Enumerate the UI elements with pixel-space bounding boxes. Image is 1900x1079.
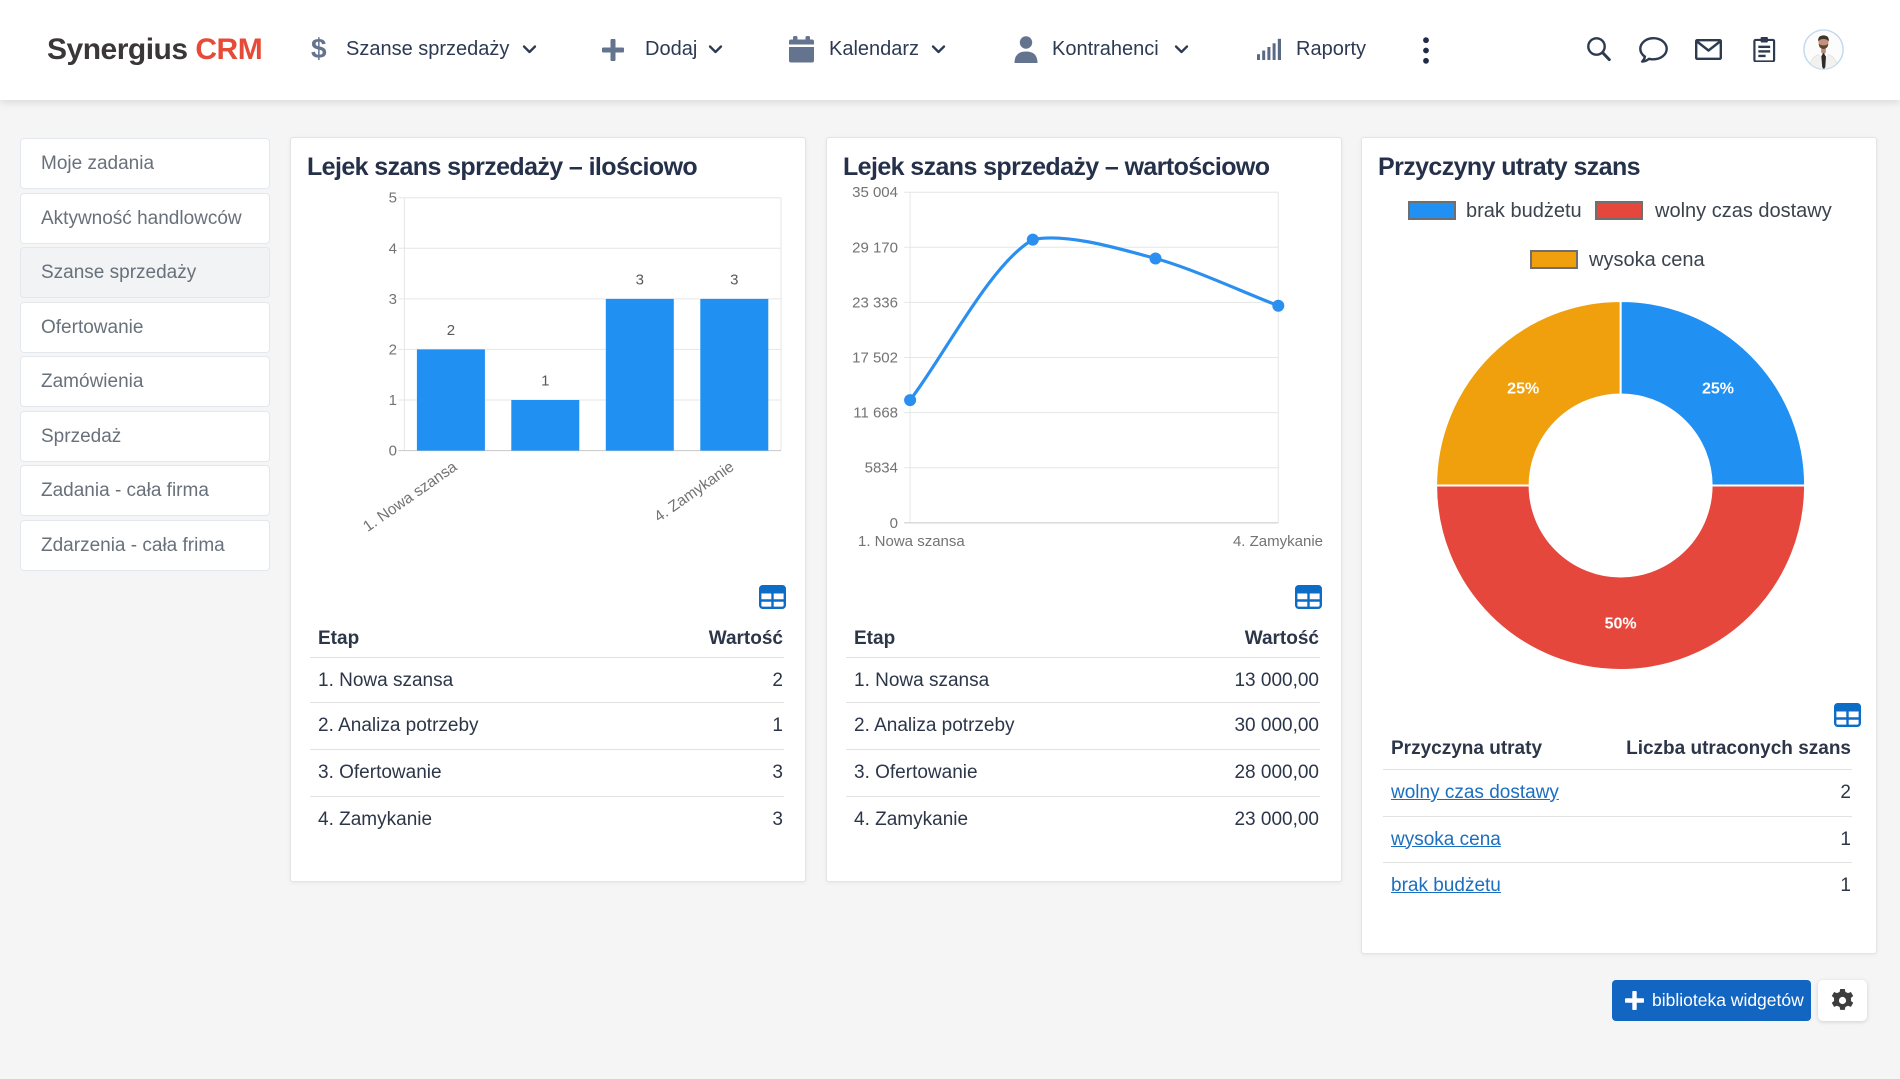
svg-text:2: 2 bbox=[447, 322, 455, 339]
svg-text:1. Nowa szansa: 1. Nowa szansa bbox=[360, 458, 460, 535]
svg-text:29 170: 29 170 bbox=[852, 239, 898, 256]
svg-text:5834: 5834 bbox=[865, 460, 898, 477]
svg-text:5: 5 bbox=[389, 190, 397, 207]
svg-text:1. Nowa szansa: 1. Nowa szansa bbox=[858, 533, 965, 550]
svg-text:3: 3 bbox=[636, 271, 644, 288]
svg-text:0: 0 bbox=[389, 443, 397, 460]
svg-text:23 336: 23 336 bbox=[852, 294, 898, 311]
svg-text:0: 0 bbox=[890, 515, 898, 532]
svg-text:3: 3 bbox=[730, 271, 738, 288]
svg-text:1: 1 bbox=[541, 373, 549, 390]
svg-text:35 004: 35 004 bbox=[852, 184, 898, 201]
svg-text:11 668: 11 668 bbox=[853, 405, 898, 422]
svg-text:1: 1 bbox=[389, 392, 397, 409]
svg-text:4: 4 bbox=[389, 240, 397, 257]
svg-text:50%: 50% bbox=[1605, 616, 1637, 633]
svg-text:25%: 25% bbox=[1507, 381, 1539, 398]
svg-text:4. Zamykanie: 4. Zamykanie bbox=[1233, 533, 1323, 550]
svg-text:3: 3 bbox=[389, 291, 397, 308]
svg-text:25%: 25% bbox=[1702, 381, 1734, 398]
svg-text:4. Zamykanie: 4. Zamykanie bbox=[651, 458, 737, 525]
svg-text:2: 2 bbox=[389, 341, 397, 358]
svg-text:17 502: 17 502 bbox=[852, 350, 898, 367]
